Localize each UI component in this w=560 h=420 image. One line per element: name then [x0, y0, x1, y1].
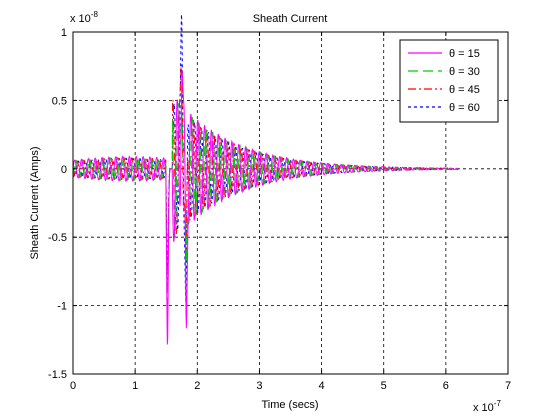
legend-label: θ = 60 — [449, 102, 480, 114]
legend: θ = 15 θ = 30 θ = 45 θ = 60 — [399, 39, 499, 123]
legend-label: θ = 30 — [449, 66, 480, 78]
series-line — [72, 14, 459, 302]
x-tick-label: 6 — [443, 380, 449, 392]
y-axis-title: Sheath Current (Amps) — [29, 146, 41, 259]
x-tick-label: 3 — [256, 380, 262, 392]
legend-label: θ = 45 — [449, 84, 480, 96]
chart-title: Sheath Current — [253, 13, 328, 25]
plot-frame — [72, 31, 509, 375]
x-scale-factor: x 10-7 — [473, 399, 501, 414]
x-axis-title: Time (secs) — [261, 399, 318, 411]
x-tick-label: 1 — [132, 380, 138, 392]
y-tick-label: 0.5 — [52, 95, 67, 107]
ticks: 0 1 2 3 4 5 6 7 -1.5 -1 -0.5 0 0.5 1 — [48, 27, 511, 392]
legend-label: θ = 15 — [449, 48, 480, 60]
x-tick-label: 4 — [319, 380, 325, 392]
y-tick-label: -0.5 — [48, 232, 67, 244]
y-tick-label: -1 — [57, 301, 67, 313]
series-line — [72, 71, 459, 345]
legend-box — [399, 39, 499, 123]
y-tick-label: 0 — [61, 164, 67, 176]
y-tick-label: -1.5 — [48, 369, 67, 381]
series-group — [72, 14, 459, 345]
y-scale-factor: x 10-8 — [70, 10, 98, 25]
x-tick-label: 0 — [70, 380, 76, 392]
series-line — [72, 103, 459, 319]
y-tick-label: 1 — [61, 27, 67, 39]
x-tick-label: 7 — [505, 380, 511, 392]
x-tick-label: 2 — [194, 380, 200, 392]
x-tick-label: 5 — [381, 380, 387, 392]
